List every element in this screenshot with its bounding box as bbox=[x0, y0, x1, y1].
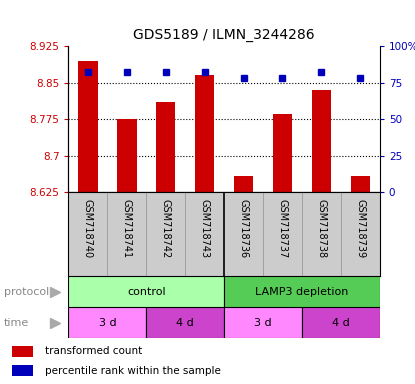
Bar bbox=[68, 307, 146, 338]
Text: 4 d: 4 d bbox=[332, 318, 350, 328]
Bar bbox=[78, 61, 98, 192]
Text: GSM718743: GSM718743 bbox=[200, 199, 210, 258]
Title: GDS5189 / ILMN_3244286: GDS5189 / ILMN_3244286 bbox=[133, 28, 315, 42]
Text: GSM718739: GSM718739 bbox=[355, 199, 365, 258]
Bar bbox=[351, 176, 370, 192]
Bar bbox=[195, 75, 215, 192]
Text: 3 d: 3 d bbox=[254, 318, 272, 328]
Bar bbox=[12, 365, 33, 376]
Text: GSM718736: GSM718736 bbox=[239, 199, 249, 258]
Text: GSM718737: GSM718737 bbox=[278, 199, 288, 258]
Text: 3 d: 3 d bbox=[99, 318, 116, 328]
Text: 4 d: 4 d bbox=[176, 318, 194, 328]
Bar bbox=[156, 102, 176, 192]
Text: GSM718738: GSM718738 bbox=[316, 199, 326, 258]
Text: protocol: protocol bbox=[4, 287, 49, 297]
Text: GSM718740: GSM718740 bbox=[83, 199, 93, 258]
Bar bbox=[234, 176, 253, 192]
Bar bbox=[312, 90, 331, 192]
Bar bbox=[302, 307, 380, 338]
Text: control: control bbox=[127, 287, 166, 297]
Bar bbox=[273, 114, 292, 192]
Bar bbox=[68, 276, 224, 307]
Bar bbox=[224, 276, 380, 307]
Text: transformed count: transformed count bbox=[45, 346, 142, 356]
Text: LAMP3 depletion: LAMP3 depletion bbox=[255, 287, 349, 297]
Text: GSM718741: GSM718741 bbox=[122, 199, 132, 258]
Bar bbox=[117, 119, 137, 192]
Text: percentile rank within the sample: percentile rank within the sample bbox=[45, 366, 221, 376]
Bar bbox=[224, 307, 302, 338]
Text: time: time bbox=[4, 318, 29, 328]
Text: GSM718742: GSM718742 bbox=[161, 199, 171, 258]
Bar bbox=[12, 346, 33, 357]
Bar bbox=[146, 307, 224, 338]
